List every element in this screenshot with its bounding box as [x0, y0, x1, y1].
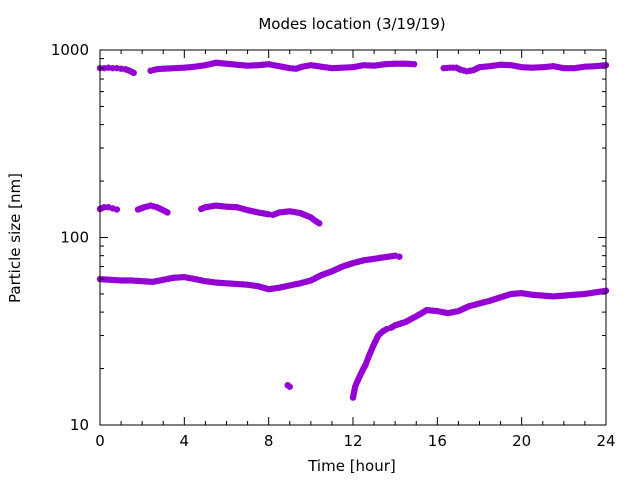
x-axis-label: Time [hour]	[307, 457, 396, 475]
x-tick-label: 24	[596, 432, 615, 450]
data-point	[286, 383, 293, 390]
x-tick-label: 0	[95, 432, 105, 450]
data-point	[410, 60, 418, 68]
x-tick-label: 8	[264, 432, 274, 450]
axis-ticks: 0 4 8 12 16 20 24 10 100 1000	[51, 41, 616, 450]
data-point	[113, 206, 121, 213]
y-tick-label: 1000	[51, 41, 89, 59]
y-axis-label: Particle size [nm]	[6, 173, 24, 303]
x-tick-label: 4	[180, 432, 190, 450]
chart-title: Modes location (3/19/19)	[258, 15, 445, 33]
data-point	[130, 69, 137, 77]
data-points-layer	[96, 59, 610, 401]
y-tick-label: 100	[60, 229, 89, 247]
data-point	[396, 253, 403, 260]
data-point	[164, 209, 171, 216]
x-tick-label: 12	[343, 432, 362, 450]
x-tick-label: 20	[512, 432, 531, 450]
plot-frame	[99, 49, 607, 426]
data-point	[316, 220, 323, 227]
x-tick-label: 16	[428, 432, 447, 450]
y-tick-label: 10	[70, 416, 89, 434]
